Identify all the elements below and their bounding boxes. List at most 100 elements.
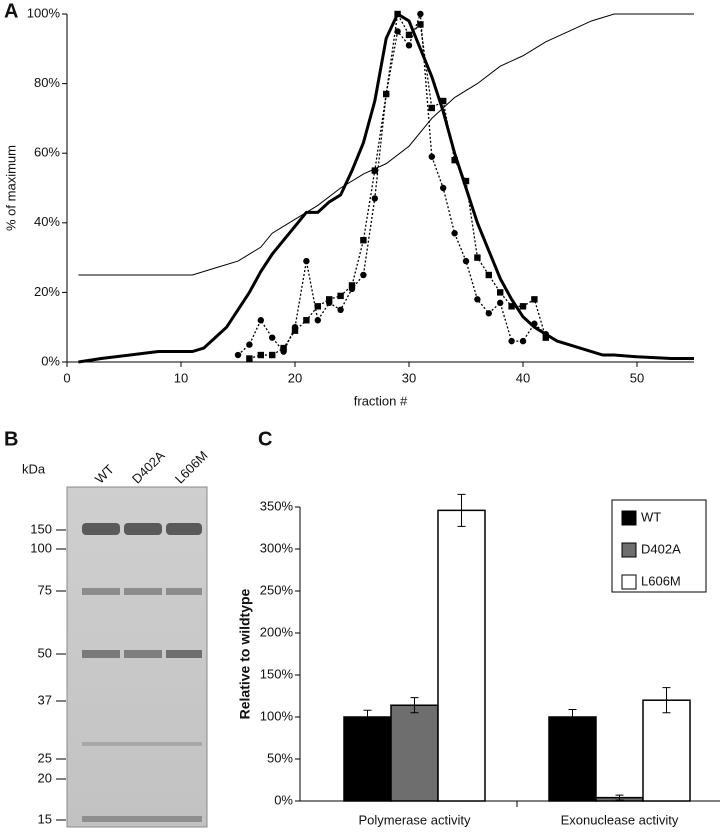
y-tick-label: 0% <box>274 792 293 807</box>
data-point <box>234 351 242 359</box>
y-tick-label: 100% <box>27 5 61 20</box>
data-point <box>314 303 321 310</box>
data-point <box>269 334 276 341</box>
y-tick-label: 200% <box>260 624 294 639</box>
y-tick-label: 350% <box>260 498 294 513</box>
marker-label: 20 <box>38 770 52 785</box>
data-point <box>417 10 424 18</box>
data-point <box>291 327 299 334</box>
legend-swatch <box>621 510 637 526</box>
panel-label: B <box>4 428 18 450</box>
y-axis-label: Relative to wildtype <box>237 588 253 719</box>
data-point <box>474 254 481 261</box>
data-point <box>485 271 492 279</box>
data-point <box>462 257 470 265</box>
data-line <box>78 11 694 364</box>
marker-label: 37 <box>38 692 52 707</box>
error-bar <box>457 493 466 527</box>
data-point <box>417 21 424 28</box>
data-point <box>246 341 253 348</box>
error-bar <box>363 709 372 725</box>
x-tick-label: Exonuclease activity <box>561 812 679 827</box>
data-point <box>360 237 367 244</box>
data-point <box>531 296 538 303</box>
data-point <box>451 230 458 237</box>
legend-swatch <box>621 574 637 590</box>
data-point <box>246 355 253 362</box>
data-point <box>257 351 264 359</box>
data-point <box>348 282 356 289</box>
y-tick-label: 50% <box>267 750 293 765</box>
gel-image <box>66 486 208 828</box>
legend-label: L606M <box>641 573 681 588</box>
error-bar <box>662 687 671 714</box>
data-point <box>337 292 344 300</box>
lane-label: D402A <box>129 448 168 487</box>
data-point <box>508 303 515 310</box>
x-axis-label: fraction # <box>354 393 408 408</box>
legend-label: D402A <box>641 541 681 556</box>
data-point <box>497 289 504 296</box>
data-point <box>269 351 276 359</box>
y-tick-label: 0% <box>41 353 60 368</box>
bar <box>548 716 597 802</box>
data-point <box>405 42 413 49</box>
data-point <box>383 90 390 98</box>
data-point <box>428 104 435 112</box>
bar <box>390 704 439 802</box>
data-point <box>371 195 378 202</box>
x-tick-label: 20 <box>288 370 302 385</box>
data-point <box>519 337 527 345</box>
x-tick-label: 40 <box>516 370 530 385</box>
bar <box>437 509 486 802</box>
data-point <box>326 296 333 303</box>
data-point <box>462 177 470 185</box>
panel-label: C <box>258 428 272 450</box>
data-point <box>485 310 492 317</box>
y-tick-label: 80% <box>34 75 60 90</box>
data-line <box>237 13 547 356</box>
y-axis-label: % of maximum <box>3 145 18 231</box>
lane-label: WT <box>92 462 117 487</box>
data-point <box>394 28 401 35</box>
y-tick-label: 100% <box>260 708 294 723</box>
marker-label: 25 <box>38 750 52 765</box>
bar <box>642 699 691 802</box>
error-bar <box>568 708 577 726</box>
y-tick-label: 150% <box>260 666 294 681</box>
data-point <box>451 156 458 164</box>
error-bar <box>615 794 624 801</box>
y-tick-label: 20% <box>34 284 60 299</box>
data-point <box>508 337 515 345</box>
data-point <box>303 257 310 265</box>
marker-label: 100 <box>30 540 52 555</box>
panel-label: A <box>4 0 18 22</box>
lane-label: L606M <box>172 448 211 487</box>
data-point <box>531 320 538 327</box>
data-point <box>280 344 287 352</box>
data-point <box>519 303 527 310</box>
y-tick-label: 250% <box>260 582 294 597</box>
y-tick-label: 60% <box>34 145 60 160</box>
data-point <box>428 153 435 160</box>
data-point <box>257 317 264 324</box>
legend-swatch <box>621 542 637 558</box>
marker-label: 75 <box>38 582 52 597</box>
data-line <box>249 11 547 360</box>
data-line <box>78 13 694 276</box>
marker-label: 50 <box>38 645 52 660</box>
data-point <box>360 271 367 279</box>
x-tick-label: 10 <box>174 370 188 385</box>
y-tick-label: 40% <box>34 214 60 229</box>
data-point <box>314 317 321 324</box>
bar <box>343 716 392 802</box>
data-point <box>497 299 504 307</box>
data-point <box>405 31 413 39</box>
data-point <box>337 306 344 313</box>
y-tick-label: 300% <box>260 540 294 555</box>
x-tick-label: 30 <box>402 370 416 385</box>
x-tick-label: 50 <box>630 370 644 385</box>
x-tick-label: Polymerase activity <box>359 812 471 827</box>
data-point <box>542 334 549 341</box>
